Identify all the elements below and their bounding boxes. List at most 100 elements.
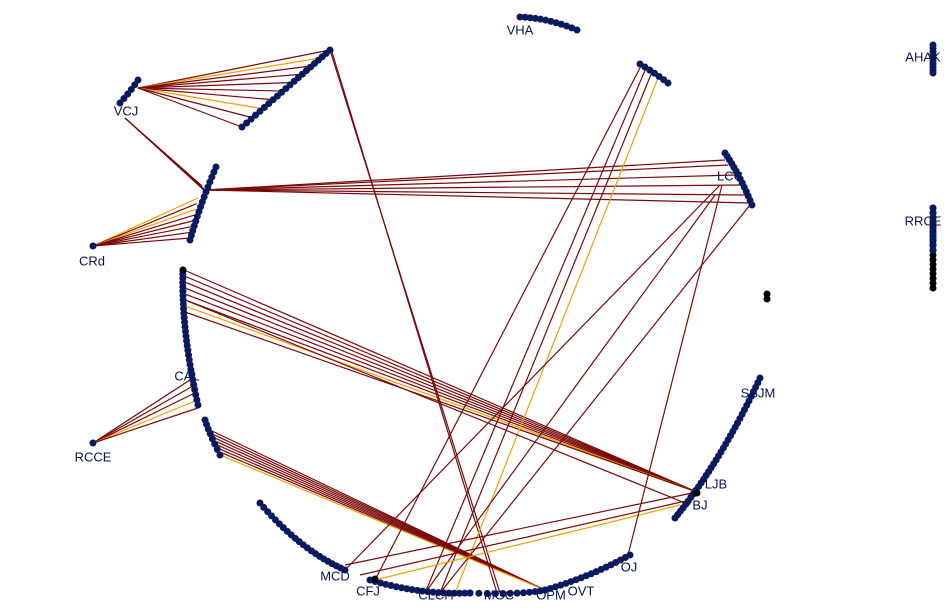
node (116, 99, 124, 107)
edge (137, 87, 264, 110)
edge (204, 174, 736, 191)
node-label: SSJM (741, 385, 776, 400)
node (429, 588, 437, 596)
edge (184, 311, 698, 493)
edge (92, 377, 194, 444)
node (89, 439, 97, 447)
node (526, 14, 534, 22)
edge (204, 184, 741, 191)
node (929, 69, 937, 77)
edge (183, 281, 698, 493)
node (408, 586, 416, 594)
node-label: CLCH (418, 587, 453, 602)
edge (92, 231, 191, 247)
edge (137, 87, 253, 119)
node (238, 123, 246, 131)
node (748, 201, 756, 209)
node (419, 587, 427, 595)
node (475, 589, 483, 597)
node (440, 589, 448, 597)
node (756, 374, 764, 382)
node (664, 79, 672, 87)
edge (137, 87, 284, 92)
node (491, 590, 499, 598)
edge (137, 65, 312, 89)
edge (137, 87, 274, 101)
node (541, 586, 549, 594)
node-label: OJ (621, 559, 638, 574)
node (531, 14, 539, 22)
node (434, 589, 442, 597)
edges (92, 49, 751, 594)
node (211, 440, 219, 448)
node (341, 566, 349, 574)
edge (137, 49, 331, 89)
edge (92, 208, 196, 247)
edge (92, 384, 195, 444)
edge (219, 454, 546, 591)
node (516, 13, 524, 21)
node-label: CRd (79, 253, 105, 268)
node (929, 214, 937, 222)
node (387, 582, 395, 590)
edge (184, 305, 698, 493)
edge (184, 299, 691, 506)
edge (92, 214, 195, 247)
node (763, 290, 771, 298)
node-label: OPM (536, 587, 566, 602)
edge (92, 399, 198, 444)
edge (439, 204, 751, 594)
node (562, 22, 570, 30)
node (413, 586, 421, 594)
node (929, 225, 937, 232)
node (247, 115, 255, 123)
node (763, 295, 771, 303)
node (506, 589, 514, 597)
node (461, 589, 469, 597)
node (568, 24, 576, 32)
edge (344, 184, 721, 571)
edge (344, 491, 698, 566)
edge (137, 73, 303, 89)
edge (204, 189, 746, 196)
node (929, 241, 937, 249)
nodes (89, 13, 937, 598)
node (521, 13, 529, 21)
node (243, 119, 251, 127)
node (216, 451, 224, 459)
node (208, 435, 216, 443)
edge (92, 197, 199, 247)
node (179, 266, 187, 274)
node-label: VCJ (114, 103, 139, 118)
edge (183, 269, 698, 493)
edge (92, 225, 192, 247)
node-label: RRCE (905, 213, 942, 228)
edge (92, 220, 194, 247)
node (929, 209, 937, 217)
node (89, 242, 97, 250)
node (526, 588, 534, 596)
edge (92, 203, 197, 247)
edge (424, 194, 716, 594)
node (213, 445, 221, 453)
node (929, 235, 937, 243)
node (450, 589, 458, 597)
edge (204, 159, 726, 191)
node (466, 589, 474, 597)
node (186, 236, 194, 244)
node-label: RCCE (75, 449, 112, 464)
edge (204, 164, 729, 191)
node (499, 590, 507, 598)
node (371, 575, 379, 583)
edge (439, 71, 653, 594)
node (377, 579, 385, 587)
node-label: MGC (484, 587, 514, 602)
edge (454, 77, 659, 594)
edge (183, 275, 698, 493)
node (513, 589, 521, 597)
node (398, 584, 406, 592)
node (929, 219, 937, 227)
node (929, 284, 937, 292)
edge (124, 117, 207, 193)
